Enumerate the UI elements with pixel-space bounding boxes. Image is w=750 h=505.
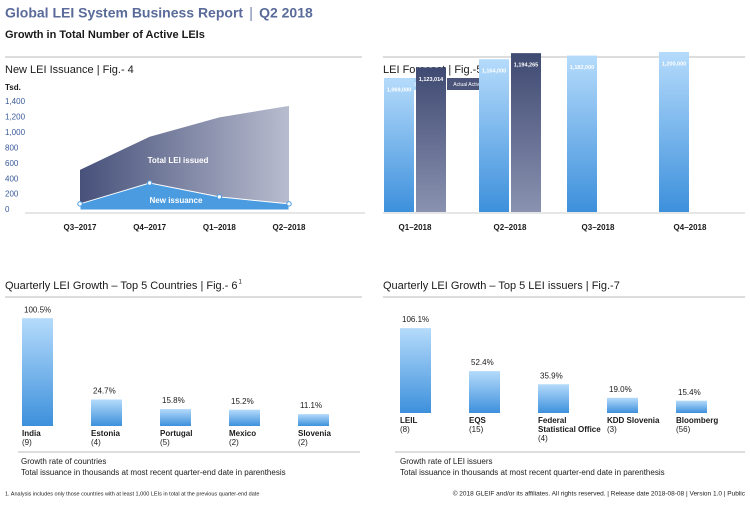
value-label: 106.1%: [402, 315, 429, 324]
report-subtitle: Growth in Total Number of Active LEIs: [5, 29, 205, 41]
area-label: New issuance: [150, 196, 203, 205]
y-tick-label: 0: [5, 205, 10, 214]
value-label: 52.4%: [471, 358, 494, 367]
y-axis-label: Tsd.: [5, 83, 21, 92]
x-tick-label: EQS: [469, 416, 487, 425]
bar: [659, 52, 689, 212]
value-label: 1,069,000: [387, 88, 411, 94]
bar: [511, 53, 541, 212]
x-tick-label: Q2–2018: [273, 223, 306, 232]
title-note: 1: [239, 280, 243, 286]
value-label: 24.7%: [93, 387, 116, 396]
value-label: 100.5%: [24, 305, 51, 314]
y-tick-label: 800: [5, 143, 19, 152]
note: Growth rate of LEI issuers: [400, 457, 492, 466]
report-title: Global LEI System Business Report: [5, 5, 243, 21]
category-note: (3): [607, 425, 617, 434]
y-tick-label: 200: [5, 190, 19, 199]
y-tick-label: 600: [5, 159, 19, 168]
x-tick-label: Estonia: [91, 429, 120, 438]
copyright: © 2018 GLEIF and/or its affiliates. All …: [453, 490, 746, 498]
bar: [479, 59, 509, 213]
chart-title: New LEI Issuance | Fig.- 4: [5, 64, 134, 76]
category-note: (4): [538, 434, 548, 443]
bar: [538, 384, 569, 413]
bar: [22, 318, 53, 426]
category-note: (5): [160, 438, 170, 447]
area-label: Total LEI issued: [148, 156, 209, 165]
note: Growth rate of countries: [21, 457, 106, 466]
x-tick-label: Q1–2018: [203, 223, 236, 232]
x-tick-label: KDD Slovenia: [607, 416, 660, 425]
bar: [160, 409, 191, 426]
value-label: 19.0%: [609, 385, 632, 394]
value-label: 1,164,000: [482, 69, 506, 75]
report-period: Q2 2018: [259, 5, 313, 21]
value-label: 11.1%: [300, 401, 322, 410]
chart-title: Quarterly LEI Growth – Top 5 LEI issuers…: [383, 280, 620, 292]
x-tick-label: Q4–2018: [674, 223, 707, 232]
y-tick-label: 1,200: [5, 113, 26, 122]
bar: [469, 371, 500, 413]
bar: [384, 78, 414, 212]
y-tick-label: 400: [5, 174, 19, 183]
category-note: (15): [469, 425, 484, 434]
chart-title: Quarterly LEI Growth – Top 5 Countries |…: [5, 280, 238, 292]
category-note: (4): [91, 438, 101, 447]
category-note: (2): [229, 438, 239, 447]
category-note: (9): [22, 438, 32, 447]
point: [77, 201, 83, 207]
point: [286, 201, 292, 207]
category-note: (56): [676, 425, 691, 434]
value-label: 1,123,014: [419, 77, 444, 83]
value-label: 1,194,265: [514, 63, 538, 69]
x-tick-label: Q2–2018: [494, 223, 527, 232]
value-label: 35.9%: [540, 371, 563, 380]
x-tick-label: Bloomberg: [676, 416, 718, 425]
bar: [416, 67, 446, 212]
x-tick-label: Slovenia: [298, 429, 331, 438]
bar: [298, 414, 329, 426]
legend-label: Actual Active LEI: [453, 82, 491, 88]
x-tick-label: Q3–2017: [64, 223, 97, 232]
bar: [229, 409, 260, 426]
value-label: 1,200,000: [662, 61, 686, 67]
value-label: 15.4%: [678, 388, 701, 397]
bar: [607, 397, 638, 413]
category-note: (8): [400, 425, 410, 434]
x-tick-label: LEIL: [400, 416, 417, 425]
bar: [91, 399, 122, 426]
area: [80, 105, 289, 210]
note: Total issuance in thousands at most rece…: [21, 468, 286, 477]
x-tick-label: Q1–2018: [399, 223, 432, 232]
x-tick-label: Q3–2018: [582, 223, 615, 232]
y-tick-label: 1,000: [5, 128, 26, 137]
x-tick-label: Federal Statistical Office: [538, 416, 601, 434]
value-label: 15.8%: [162, 396, 185, 405]
note: Total issuance in thousands at most rece…: [400, 468, 665, 477]
point: [216, 194, 223, 200]
bar: [400, 328, 431, 413]
legend-label: Forecasted Active LEI: [391, 82, 440, 88]
bar: [676, 400, 707, 413]
point: [146, 180, 153, 186]
x-tick-label: Mexico: [229, 429, 256, 438]
category-note: (2): [298, 438, 308, 447]
value-label: 15.2%: [231, 397, 254, 406]
bar: [567, 55, 597, 212]
x-tick-label: Q4–2017: [133, 223, 166, 232]
y-tick-label: 1,400: [5, 97, 26, 106]
footnote: 1. Analysis includes only those countrie…: [5, 491, 259, 497]
value-label: 1,182,000: [570, 65, 594, 71]
x-tick-label: Portugal: [160, 429, 192, 438]
x-tick-label: India: [22, 429, 41, 438]
